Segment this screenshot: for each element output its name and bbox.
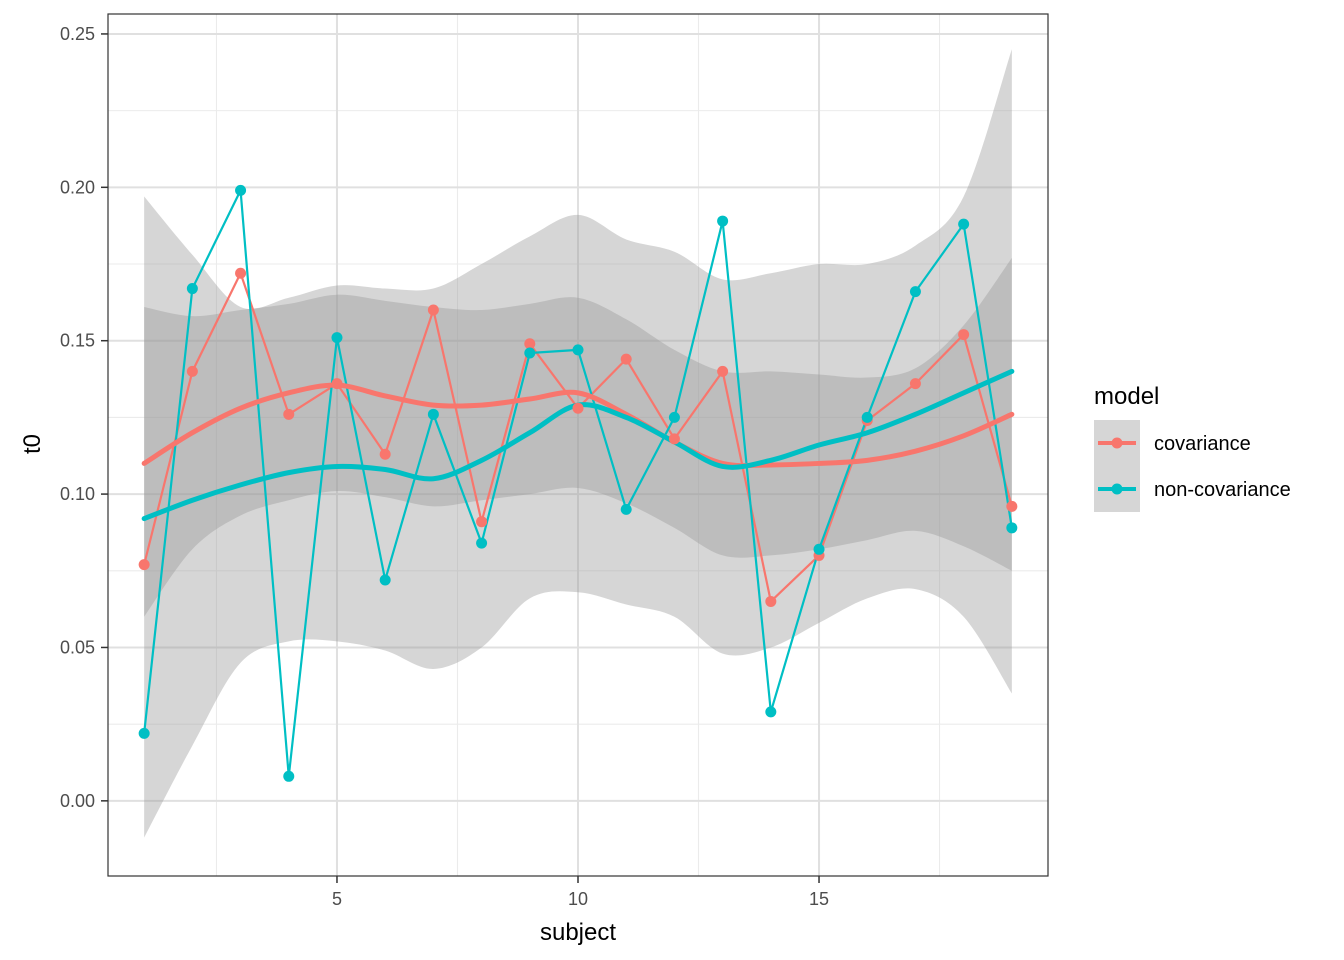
y-tick-label: 0.05 <box>60 637 95 657</box>
non-covariance-point <box>524 347 536 359</box>
covariance-point <box>476 516 488 528</box>
covariance-point <box>379 448 391 460</box>
y-tick-label: 0.00 <box>60 791 95 811</box>
legend-title: model <box>1094 383 1159 410</box>
covariance-point <box>331 378 343 390</box>
covariance-point <box>283 408 295 420</box>
y-tick-label: 0.20 <box>60 177 95 197</box>
covariance-legend-label: covariance <box>1154 433 1251 455</box>
non-covariance-ribbon <box>144 49 1012 838</box>
y-tick-label: 0.10 <box>60 484 95 504</box>
covariance-point <box>235 267 247 279</box>
covariance-point <box>1006 500 1018 512</box>
non-covariance-point <box>186 283 198 295</box>
covariance-legend-key-point <box>1111 437 1123 449</box>
covariance-point <box>524 338 536 350</box>
non-covariance-point <box>283 770 295 782</box>
covariance-point <box>427 304 439 316</box>
covariance-point <box>572 402 584 414</box>
non-covariance-point <box>958 218 970 230</box>
legend: model covariance non-covariance <box>1094 383 1291 512</box>
confidence-ribbons <box>144 49 1012 838</box>
non-covariance-legend-label: non-covariance <box>1154 479 1291 501</box>
y-tick-label: 0.25 <box>60 24 95 44</box>
non-covariance-point <box>668 411 680 423</box>
non-covariance-point <box>427 408 439 420</box>
y-axis-title: t0 <box>19 434 46 454</box>
non-covariance-point <box>476 537 488 549</box>
covariance-point <box>717 365 729 377</box>
covariance-point <box>909 378 921 390</box>
non-covariance-point <box>620 503 632 515</box>
non-covariance-legend-key-point <box>1111 483 1123 495</box>
x-tick-label: 5 <box>332 889 342 909</box>
x-axis: 5 10 15 <box>332 876 829 909</box>
non-covariance-point <box>379 574 391 586</box>
y-tick-label: 0.15 <box>60 331 95 351</box>
plot-panel <box>107 13 1049 877</box>
covariance-smooth-line <box>141 382 1015 469</box>
data-points <box>138 184 1018 782</box>
non-covariance-point <box>861 411 873 423</box>
non-covariance-point <box>235 184 247 196</box>
covariance-point <box>765 595 777 607</box>
non-covariance-point <box>909 286 921 298</box>
covariance-point <box>668 433 680 445</box>
covariance-point <box>186 365 198 377</box>
covariance-point <box>620 353 632 365</box>
covariance-point <box>958 329 970 341</box>
non-covariance-point <box>138 727 150 739</box>
non-covariance-point <box>717 215 729 227</box>
y-axis: 0.00 0.05 0.10 0.15 0.20 0.25 <box>60 24 108 811</box>
non-covariance-point <box>765 706 777 718</box>
x-tick-label: 10 <box>568 889 588 909</box>
x-axis-title: subject <box>540 919 616 946</box>
x-tick-label: 15 <box>809 889 829 909</box>
non-covariance-point <box>1006 522 1018 534</box>
non-covariance-point <box>813 543 825 555</box>
covariance-ribbon <box>144 257 1012 617</box>
covariance-point <box>138 559 150 571</box>
non-covariance-point <box>572 344 584 356</box>
non-covariance-point <box>331 332 343 344</box>
